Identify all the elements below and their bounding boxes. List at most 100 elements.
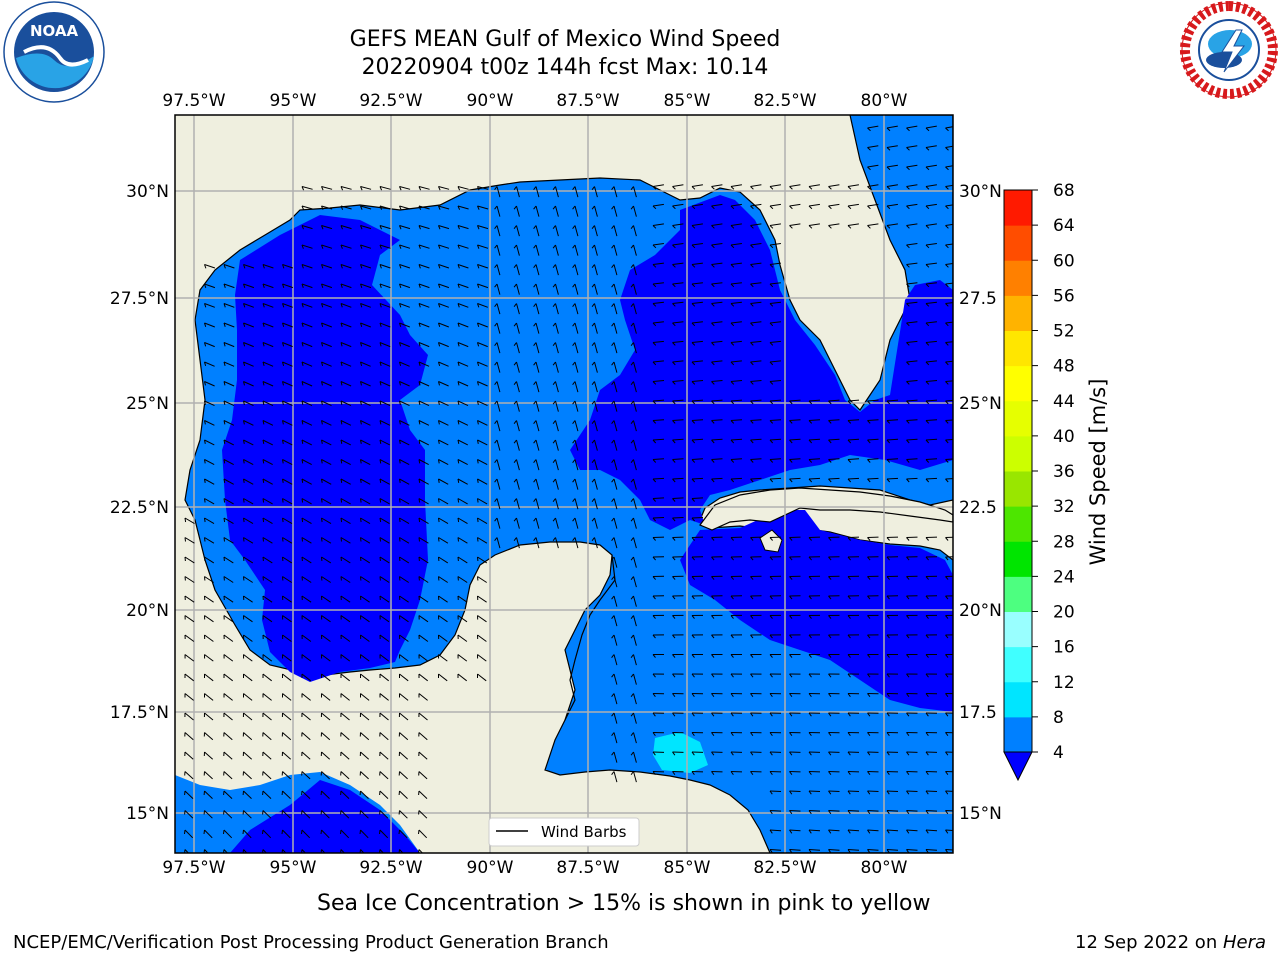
wind-barb — [379, 732, 389, 741]
wind-barb — [672, 321, 684, 324]
wind-barb — [184, 576, 195, 583]
wind-barb — [321, 498, 332, 505]
wind-barb-flag — [321, 381, 323, 386]
wind-barb — [672, 380, 684, 382]
wind-barb — [301, 186, 313, 190]
wind-barb-flag — [808, 654, 812, 658]
wind-barb-flag — [672, 400, 676, 405]
wind-barb — [340, 849, 346, 853]
wind-barb-flag — [321, 342, 324, 347]
wind-barb — [613, 420, 618, 432]
wind-barb-flag — [399, 322, 402, 327]
wind-barb — [516, 342, 520, 354]
wind-barb — [262, 595, 273, 603]
wind-barb — [262, 478, 273, 485]
wind-barb — [243, 264, 255, 269]
wind-barb-flag — [513, 459, 517, 464]
wind-barb-flag — [457, 205, 461, 210]
wind-barb-flag — [591, 381, 595, 386]
wind-barb-flag — [691, 634, 695, 639]
wind-barb-flag — [611, 459, 615, 464]
wind-barb — [906, 458, 918, 460]
wind-barb — [223, 693, 233, 701]
wind-barb — [204, 576, 214, 583]
wind-barb-flag — [301, 244, 304, 249]
wind-barb — [223, 595, 234, 603]
wind-barb-flag — [552, 244, 556, 249]
wind-barb — [535, 244, 540, 256]
wind-barbs-layer — [184, 125, 953, 853]
wind-barb — [360, 595, 370, 603]
wind-barb — [574, 264, 579, 276]
wind-barb-flag — [321, 361, 324, 367]
wind-barb — [399, 498, 410, 505]
colorbar-segment — [1004, 225, 1032, 261]
wind-barb — [360, 459, 371, 466]
wind-barb — [204, 693, 214, 701]
wind-barb-flag — [867, 420, 871, 424]
wind-barb — [925, 849, 938, 851]
wind-barb — [399, 225, 411, 230]
wind-barb-flag — [572, 303, 576, 308]
wind-barb — [633, 751, 637, 763]
wind-barb-flag — [652, 225, 657, 229]
wind-barb — [399, 849, 404, 853]
wind-barb — [906, 301, 918, 304]
wind-barb — [613, 576, 618, 588]
wind-barb — [808, 203, 820, 207]
sea-ice-caption: Sea Ice Concentration > 15% is shown in … — [317, 891, 931, 916]
wind-barb — [438, 420, 449, 426]
wind-barb-flag — [925, 439, 930, 444]
wind-barb-flag — [828, 439, 832, 444]
wind-barb-flag — [828, 186, 832, 190]
wind-barb-flag — [867, 147, 871, 151]
wind-barb-flag — [204, 342, 207, 347]
wind-barb-flag — [769, 829, 773, 834]
wind-barb-flag — [691, 205, 696, 210]
wind-barb — [847, 419, 860, 421]
wind-barb — [535, 420, 540, 432]
wind-barb-flag — [184, 829, 186, 835]
wind-barb — [711, 321, 723, 324]
wind-barb-flag — [711, 342, 715, 346]
wind-barb-flag — [611, 537, 615, 542]
wind-barb — [496, 186, 501, 198]
wind-barb-flag — [611, 244, 615, 249]
wind-barb — [906, 282, 918, 285]
wind-barb — [535, 264, 540, 276]
colorbar-segment — [1004, 716, 1032, 753]
colorbar-segment — [1004, 506, 1032, 542]
wind-barb — [262, 264, 274, 269]
wind-barb — [672, 301, 684, 304]
wind-barb — [321, 264, 333, 269]
wind-barb-flag — [730, 342, 735, 346]
lon-tick-label-top: 95°W — [270, 91, 317, 111]
wind-barb-flag — [494, 342, 498, 347]
wind-barb — [594, 420, 598, 432]
wind-barb-flag — [513, 478, 517, 483]
wind-barb-flag — [847, 556, 851, 561]
lon-ticks-top: 97.5°W 95°W 92.5°W 90°W 87.5°W 85°W 82.5°W 80°W — [162, 91, 907, 111]
wind-barb-flag — [867, 166, 871, 171]
wind-barb — [457, 303, 469, 308]
wind-barb-flag — [847, 654, 851, 658]
wind-barb — [555, 322, 559, 334]
wind-barb — [418, 849, 424, 853]
wind-barb — [691, 282, 703, 285]
wind-barb-flag — [672, 459, 676, 463]
footer-branch: NCEP/EMC/Verification Post Processing Pr… — [13, 932, 609, 953]
wind-barb-flag — [301, 439, 304, 445]
wind-barb-flag — [223, 322, 226, 327]
wind-barb — [204, 712, 214, 721]
wind-barb-flag — [691, 264, 696, 268]
wind-barb — [633, 556, 637, 568]
wind-barb-flag — [282, 478, 284, 483]
wind-barb — [672, 203, 684, 207]
wind-barb-flag — [906, 751, 910, 756]
wind-barb — [516, 186, 520, 198]
wind-barb — [262, 283, 274, 289]
wind-barb — [301, 439, 313, 446]
wind-barb-flag — [572, 439, 576, 444]
wind-barb-flag — [789, 556, 793, 561]
wind-barb — [594, 517, 598, 529]
